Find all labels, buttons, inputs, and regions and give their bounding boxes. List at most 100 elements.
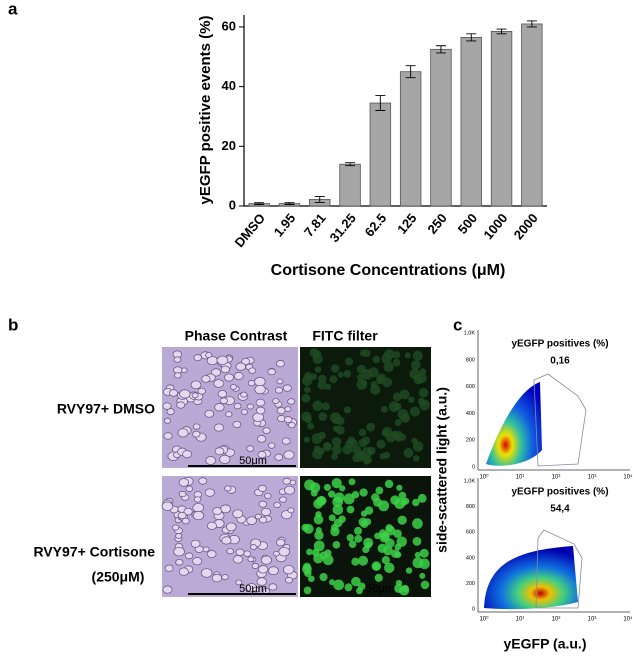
cell <box>330 412 342 424</box>
cell <box>262 427 271 434</box>
cell <box>217 389 228 398</box>
x-tick-label: 10² <box>552 617 561 623</box>
cell <box>197 387 206 395</box>
cell <box>405 567 413 574</box>
x-axis-label: Cortisone Concentrations (μM) <box>271 262 506 279</box>
panel-label: c <box>453 315 462 334</box>
error-bar <box>405 65 416 79</box>
cell <box>232 509 244 519</box>
cell <box>255 398 266 407</box>
x-tick-label: 10¹ <box>516 617 525 623</box>
cell <box>419 558 430 570</box>
cell <box>219 397 228 405</box>
cell <box>178 490 187 498</box>
cell <box>243 550 252 557</box>
bar <box>521 23 543 207</box>
cell <box>331 453 338 460</box>
scale-bars: 50μm 50μm 50μm <box>188 455 394 595</box>
cell <box>385 524 394 532</box>
cell <box>346 534 354 542</box>
bar <box>399 71 422 207</box>
cell <box>343 406 351 414</box>
cell <box>310 373 317 381</box>
cell <box>370 381 378 388</box>
cell <box>395 434 402 442</box>
cell <box>285 576 293 584</box>
cell <box>392 392 402 402</box>
cell <box>408 396 415 403</box>
cell <box>175 533 183 539</box>
cell <box>397 515 407 525</box>
x-tick-label: 1.95 <box>271 210 299 239</box>
cell <box>182 450 193 459</box>
cell <box>251 563 259 569</box>
cell <box>394 551 402 559</box>
cell <box>351 557 360 566</box>
x-tick-label: 2000 <box>511 210 541 242</box>
cell <box>400 413 410 423</box>
cell <box>380 405 388 413</box>
density <box>484 546 578 610</box>
scale-bar-label: 50μm <box>239 455 267 467</box>
cell <box>312 400 323 412</box>
cell <box>409 406 421 417</box>
x-tick-label: 10⁴ <box>623 616 633 623</box>
cell <box>204 488 215 497</box>
cell <box>344 583 353 592</box>
cell <box>185 485 194 492</box>
cell <box>268 583 278 591</box>
micrographs <box>161 347 431 597</box>
cell <box>272 398 280 404</box>
cell <box>333 518 343 528</box>
cell <box>275 538 286 547</box>
cell <box>302 375 313 386</box>
y-tick-label: 40 <box>222 78 236 93</box>
cell <box>258 500 268 508</box>
y-tick-label: 200 <box>466 438 475 444</box>
cell <box>348 478 356 486</box>
x-tick-label: 125 <box>394 210 419 236</box>
cell <box>284 485 295 495</box>
cell <box>178 478 190 487</box>
cell <box>288 422 296 429</box>
cell <box>176 401 186 409</box>
cell <box>364 542 372 549</box>
cell <box>311 548 320 557</box>
cell <box>376 439 386 449</box>
cell <box>211 573 223 583</box>
cell <box>287 398 296 405</box>
cell <box>358 555 369 566</box>
cell <box>303 436 310 443</box>
y-tick-label: 200 <box>466 581 475 587</box>
cell <box>346 505 355 514</box>
cell <box>381 429 389 437</box>
y-tick-label: 0 <box>472 606 475 612</box>
cell <box>276 406 286 415</box>
cell <box>364 506 374 515</box>
x-tick-label: 31.25 <box>327 210 359 245</box>
cell <box>232 420 242 428</box>
cell <box>359 349 367 357</box>
cell <box>345 439 354 449</box>
cell <box>276 378 284 385</box>
cell <box>343 493 355 505</box>
cell <box>281 437 291 445</box>
cell <box>372 355 380 364</box>
cell <box>383 361 394 372</box>
cell <box>319 572 328 582</box>
cell <box>256 577 267 586</box>
cell <box>324 383 332 390</box>
y-tick-label: 0 <box>229 197 236 212</box>
cell <box>246 445 255 452</box>
bar <box>339 163 361 207</box>
gate <box>533 373 587 467</box>
x-tick-label: 10³ <box>588 617 597 623</box>
cell <box>301 523 310 532</box>
cell <box>283 416 293 424</box>
y-tick-label: 800 <box>466 357 475 363</box>
cell <box>339 485 346 492</box>
cell <box>358 438 368 448</box>
cell <box>175 558 184 566</box>
cell <box>413 455 420 462</box>
cell <box>375 486 384 495</box>
